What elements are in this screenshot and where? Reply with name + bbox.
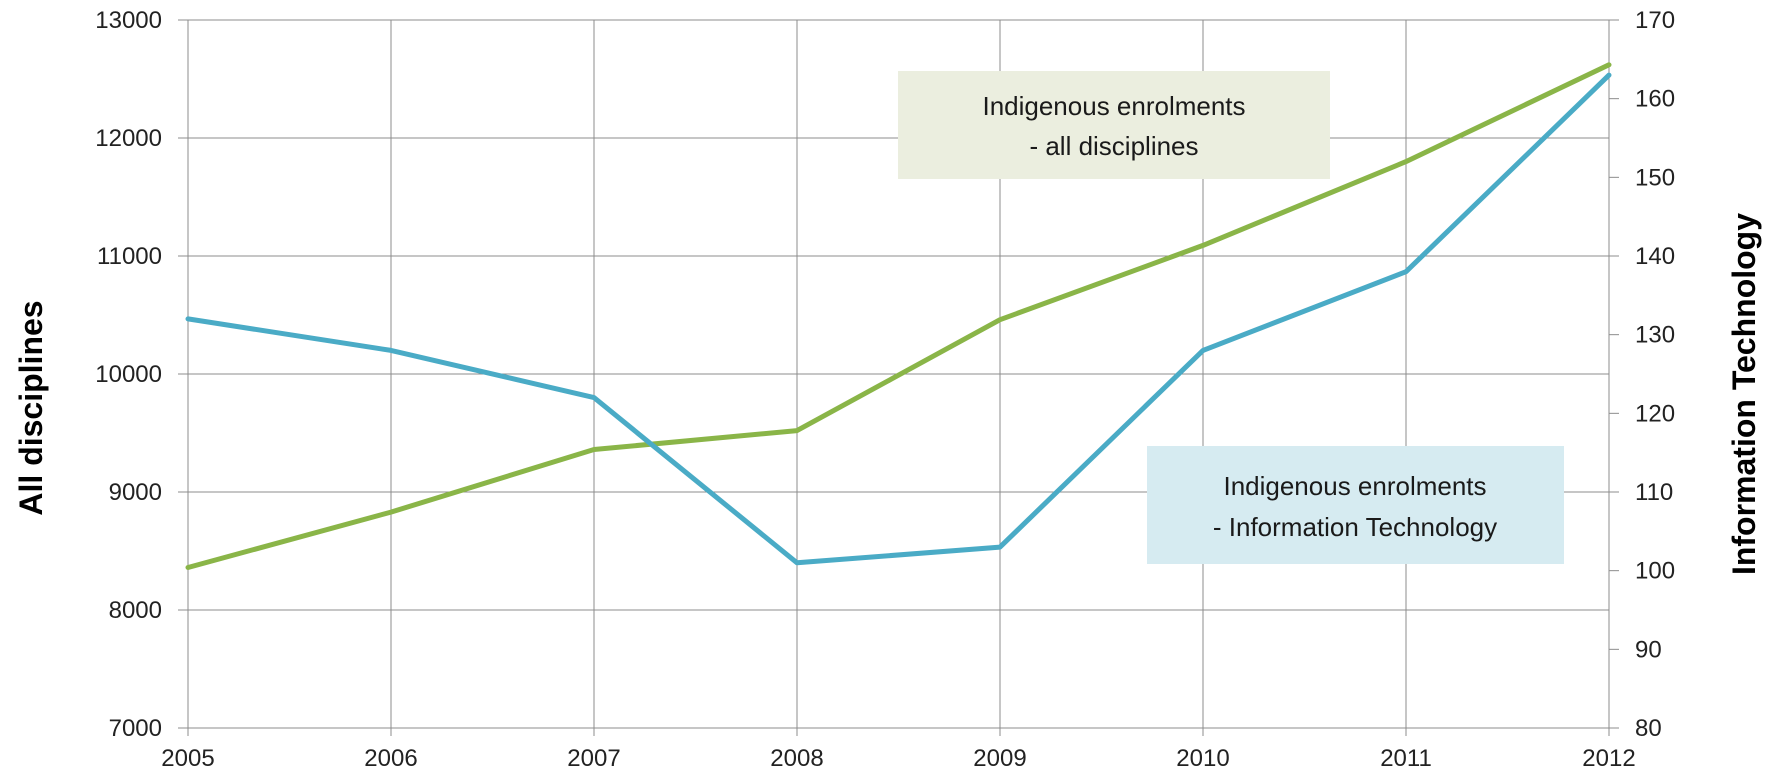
annotation-information-technology-box — [1147, 446, 1564, 564]
left-y-tick-label: 9000 — [109, 479, 162, 506]
x-tick-label: 2010 — [1176, 745, 1229, 772]
annotation-information-technology-line-1: Indigenous enrolments — [1223, 471, 1486, 501]
left-y-axis-tick-labels: 7000 8000 9000 10000 11000 12000 13000 — [95, 7, 162, 742]
x-tick-label: 2006 — [364, 745, 417, 772]
right-y-tick-label: 110 — [1635, 479, 1673, 506]
left-y-tick-label: 8000 — [109, 597, 162, 624]
right-y-tick-label: 170 — [1635, 7, 1675, 34]
left-y-tick-label: 12000 — [95, 125, 162, 152]
left-axis-title: All disciplines — [13, 300, 49, 515]
x-tick-label: 2005 — [161, 745, 214, 772]
left-y-tick-label: 11000 — [97, 243, 162, 270]
x-axis-tick-labels: 2005 2006 2007 2008 2009 2010 2011 2012 — [161, 745, 1635, 772]
left-y-tick-label: 10000 — [95, 361, 162, 388]
right-y-tick-label: 80 — [1635, 715, 1662, 742]
x-tick-label: 2008 — [770, 745, 823, 772]
right-y-tick-label: 160 — [1635, 86, 1675, 113]
annotation-information-technology: Indigenous enrolments - Information Tech… — [1147, 446, 1564, 564]
right-axis-title: Information Technology — [1726, 213, 1762, 575]
annotation-information-technology-line-2: - Information Technology — [1213, 512, 1497, 542]
right-y-tick-label: 150 — [1635, 164, 1675, 191]
right-y-axis-tick-labels: 80 90 100 110 120 130 140 150 160 170 — [1635, 7, 1675, 742]
annotation-all-disciplines: Indigenous enrolments - all disciplines — [898, 71, 1330, 179]
annotation-all-disciplines-box — [898, 71, 1330, 179]
series-line-all-disciplines — [185, 62, 1612, 570]
annotation-all-disciplines-line-1: Indigenous enrolments — [982, 91, 1245, 121]
right-y-tick-label: 130 — [1635, 322, 1675, 349]
right-y-tick-label: 100 — [1635, 558, 1675, 585]
x-tick-label: 2009 — [973, 745, 1026, 772]
right-y-tick-label: 120 — [1635, 400, 1675, 427]
x-tick-label: 2012 — [1582, 745, 1635, 772]
annotation-all-disciplines-line-2: - all disciplines — [1029, 131, 1198, 161]
left-y-tick-label: 7000 — [109, 715, 162, 742]
series-line-information-technology — [185, 72, 1612, 566]
gridlines — [178, 19, 1619, 736]
x-tick-label: 2007 — [567, 745, 620, 772]
right-y-tick-label: 90 — [1635, 636, 1662, 663]
left-y-tick-label: 13000 — [95, 7, 162, 34]
series-lines — [185, 62, 1612, 570]
x-tick-label: 2011 — [1380, 745, 1432, 772]
right-y-tick-label: 140 — [1635, 243, 1675, 270]
